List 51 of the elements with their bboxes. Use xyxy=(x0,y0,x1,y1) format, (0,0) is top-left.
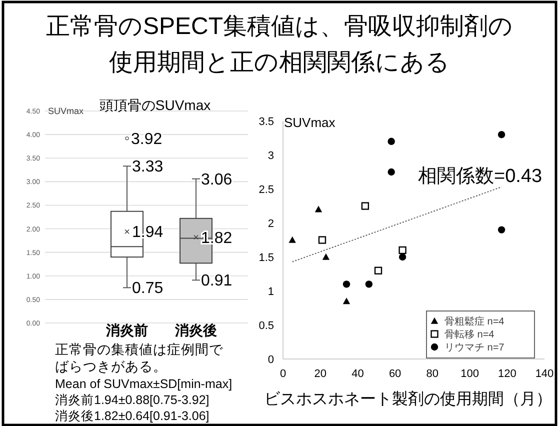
legend-label: 骨転移 n=4 xyxy=(444,328,495,340)
y-tick-label: 3.5 xyxy=(258,116,274,128)
annotation: 0.91 xyxy=(201,272,232,290)
text: Mean of SUVmax±SD[min-max] xyxy=(55,377,232,391)
text: 正常骨のSPECT集積値は、骨吸収抑制剤の使用期間と正の相関関係にある xyxy=(46,13,514,76)
point xyxy=(388,138,395,145)
x-tick-label: 消炎前 xyxy=(105,322,148,338)
y-axis-title: SUVmax xyxy=(48,106,84,116)
point xyxy=(365,280,373,288)
point xyxy=(498,226,506,234)
x-tick-label: 80 xyxy=(426,368,439,380)
point xyxy=(374,266,382,274)
text: 正常骨の集積値は症例間でばらつきがある。 xyxy=(55,342,224,374)
annotation: 3.92 xyxy=(131,130,162,148)
x-tick-label: 消炎後 xyxy=(174,322,217,338)
point xyxy=(498,131,506,138)
y-axis-title: SUVmax xyxy=(284,115,336,130)
text: 消炎後1.82±0.64[0.91-3.06] xyxy=(55,409,210,423)
y-tick-label: 0.5 xyxy=(258,320,274,332)
point xyxy=(322,253,330,260)
annotation: 3.33 xyxy=(132,158,164,176)
point xyxy=(314,206,322,212)
x-tick-label: 60 xyxy=(388,368,402,380)
annotation: 3.06 xyxy=(201,171,232,188)
x-tick-label: 100 xyxy=(460,368,479,380)
x-tick-label: 0 xyxy=(280,368,286,380)
y-tick-label: 2 xyxy=(268,218,274,230)
annotation: 0.75 xyxy=(132,280,164,298)
y-tick-label: 0 xyxy=(268,354,274,366)
point xyxy=(288,236,296,243)
point xyxy=(342,298,350,304)
x-tick-label: 120 xyxy=(498,368,516,380)
point xyxy=(318,236,326,244)
x-tick-label: 20 xyxy=(314,368,326,380)
point xyxy=(342,280,350,288)
y-tick-label: 3 xyxy=(268,150,274,162)
annotation: 相関係数=0.43 xyxy=(418,166,542,187)
point xyxy=(388,168,395,176)
y-tick-label: 1 xyxy=(268,286,274,298)
chart-title: 頭頂骨のSUVmax xyxy=(99,97,211,113)
x-tick-label: 140 xyxy=(535,368,554,380)
point xyxy=(398,253,406,261)
point xyxy=(398,246,406,254)
y-tick-label: 2.5 xyxy=(258,184,274,196)
x-axis-title: ビスホスホネート製剤の使用期間（月） xyxy=(264,390,552,408)
legend-label: リウマチ n=7 xyxy=(444,342,505,354)
point xyxy=(361,202,370,210)
text: 消炎前1.94±0.88[0.75-3.92] xyxy=(55,393,210,407)
y-tick-label: 1.5 xyxy=(258,252,274,264)
legend-label: 骨粗鬆症 n=4 xyxy=(444,316,505,328)
x-tick-label: 40 xyxy=(352,368,364,380)
